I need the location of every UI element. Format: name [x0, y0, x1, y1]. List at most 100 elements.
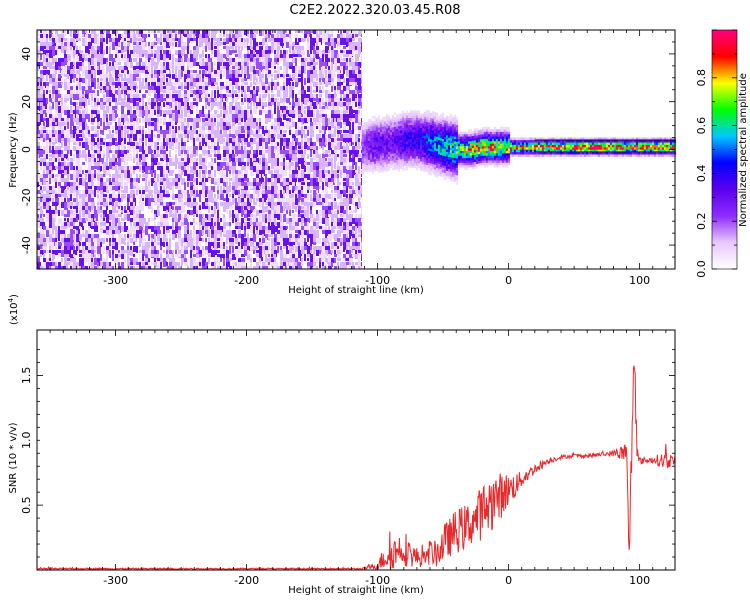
- heatmap-cell: [52, 178, 55, 182]
- heatmap-cell: [202, 238, 204, 242]
- heatmap-cell: [268, 214, 271, 222]
- heatmap-cell: [67, 30, 69, 34]
- heatmap-cell: [58, 70, 60, 73]
- heatmap-cell: [40, 198, 42, 202]
- heatmap-cell: [322, 182, 324, 189]
- heatmap-cell: [43, 122, 45, 127]
- heatmap-cell: [148, 106, 152, 110]
- heatmap-cell: [262, 130, 266, 136]
- heatmap-cell: [124, 70, 127, 74]
- heatmap-cell: [163, 82, 165, 85]
- heatmap-cell: [145, 202, 148, 205]
- heatmap-cell: [241, 154, 244, 160]
- heatmap-cell: [166, 178, 170, 183]
- heatmap-cell: [220, 74, 222, 79]
- heatmap-cell: [334, 198, 336, 201]
- heatmap-cell: [169, 130, 171, 134]
- heatmap-cell: [190, 134, 194, 140]
- heatmap-cell: [247, 94, 251, 100]
- heatmap-cell: [298, 218, 302, 222]
- heatmap-cell: [82, 170, 84, 174]
- heatmap-cell: [271, 154, 275, 161]
- heatmap-cell: [163, 182, 166, 186]
- heatmap-cell: [67, 190, 71, 196]
- heatmap-cell: [133, 142, 135, 146]
- heatmap-cell: [82, 34, 84, 37]
- heatmap-cell: [40, 134, 44, 140]
- heatmap-cell: [172, 30, 175, 33]
- heatmap-cell: [40, 190, 43, 193]
- heatmap-cell: [178, 178, 180, 183]
- heatmap-cell: [346, 42, 348, 47]
- heatmap-cell: [73, 178, 76, 185]
- heatmap-cell: [91, 250, 94, 257]
- heatmap-cell: [127, 178, 130, 183]
- heatmap-cell: [289, 78, 293, 81]
- heatmap-cell: [286, 226, 288, 229]
- heatmap-cell: [139, 110, 143, 117]
- heatmap-cell: [310, 110, 313, 117]
- heatmap-cell: [238, 206, 241, 213]
- heatmap-cell: [334, 194, 337, 197]
- heatmap-cell: [121, 262, 124, 269]
- heatmap-cell: [211, 146, 215, 149]
- heatmap-cell: [82, 42, 86, 45]
- heatmap-cell: [325, 46, 329, 53]
- heatmap-cell: [223, 62, 227, 66]
- heatmap-cell: [142, 42, 145, 49]
- heatmap-cell: [337, 166, 340, 171]
- heatmap-cell: [118, 150, 121, 157]
- heatmap-cell: [166, 166, 169, 173]
- heatmap-cell: [274, 38, 277, 44]
- heatmap-cell: [346, 94, 350, 101]
- heatmap-cell: [274, 94, 276, 97]
- heatmap-cell: [244, 150, 248, 158]
- heatmap-cell: [238, 66, 240, 69]
- heatmap-cell: [124, 126, 127, 129]
- heatmap-cell: [178, 34, 180, 38]
- heatmap-cell: [85, 198, 89, 203]
- heatmap-cell: [121, 74, 123, 79]
- heatmap-cell: [271, 90, 273, 93]
- heatmap-cell: [43, 202, 46, 209]
- heatmap-cell: [163, 234, 167, 241]
- heatmap-cell: [58, 90, 60, 96]
- heatmap-cell: [40, 114, 43, 119]
- heatmap-cell: [157, 190, 161, 197]
- heatmap-cell: [217, 234, 220, 239]
- heatmap-cell: [100, 238, 103, 244]
- heatmap-cell: [103, 218, 105, 221]
- heatmap-cell: [292, 94, 294, 98]
- heatmap-cell: [172, 110, 175, 113]
- heatmap-cell: [79, 190, 81, 195]
- heatmap-cell: [187, 198, 191, 205]
- heatmap-cell: [346, 134, 349, 139]
- heatmap-cell: [70, 254, 74, 259]
- heatmap-cell: [316, 98, 320, 104]
- heatmap-cell: [178, 150, 181, 156]
- heatmap-cell: [190, 202, 193, 208]
- heatmap-cell: [43, 266, 46, 269]
- heatmap-cell: [148, 190, 152, 196]
- heatmap-cell: [64, 110, 68, 115]
- heatmap-cell: [166, 134, 170, 141]
- heatmap-cell: [298, 258, 300, 262]
- heatmap-cell: [298, 142, 302, 146]
- heatmap-cell: [337, 42, 339, 47]
- heatmap-cell: [181, 166, 185, 172]
- heatmap-cell: [118, 94, 122, 101]
- heatmap-cell: [343, 58, 346, 61]
- heatmap-cell: [133, 178, 137, 182]
- heatmap-cell: [70, 42, 74, 47]
- heatmap-cell: [334, 222, 338, 226]
- heatmap-cell: [124, 54, 126, 58]
- heatmap-cell: [157, 78, 160, 85]
- heatmap-cell: [139, 38, 142, 41]
- heatmap-cell: [271, 234, 273, 237]
- heatmap-cell: [217, 250, 220, 253]
- heatmap-cell: [121, 194, 125, 199]
- heatmap-cell: [262, 214, 266, 222]
- heatmap-cell: [163, 170, 165, 177]
- heatmap-cell: [184, 150, 188, 156]
